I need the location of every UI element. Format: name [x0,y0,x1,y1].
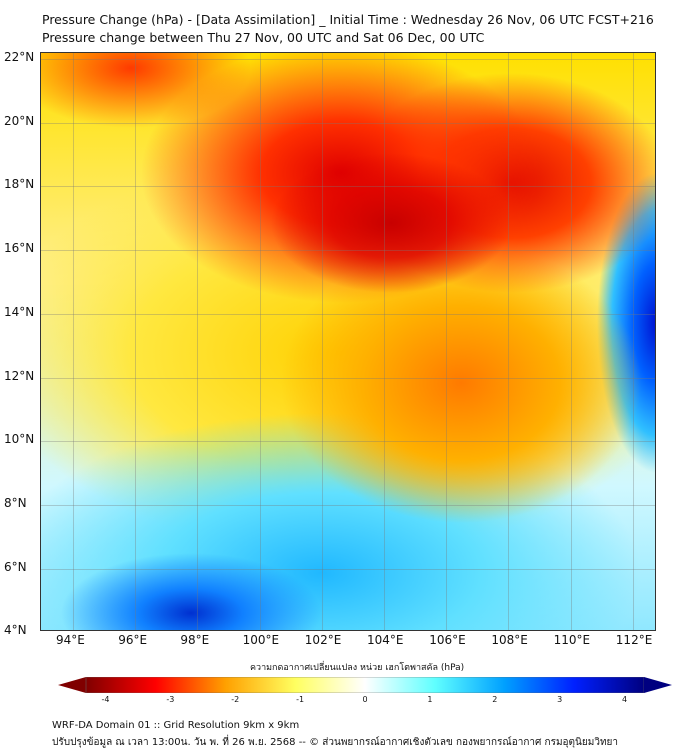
colorbar-body [85,677,645,693]
latitude-gridline [41,122,655,124]
colorbar-tick-label: 3 [557,695,563,704]
latitude-label: 20°N [4,113,35,128]
longitude-gridline [446,53,448,630]
colorbar-tick-label: 4 [621,695,628,704]
latitude-gridline [41,59,655,60]
longitude-label: 104°E [367,633,404,647]
latitude-label: 8°N [4,495,27,510]
latitude-label: 4°N [4,623,27,638]
colorbar-label: ความกดอากาศเปลี่ยนแปลง หน่วย เฮกโตพาสคัล… [250,663,465,673]
colorbar-tick-label: -1 [296,695,305,704]
latitude-gridline [41,186,655,188]
colorbar-high-extend [644,677,672,693]
longitude-label: 112°E [615,633,653,647]
longitude-gridline [259,53,261,630]
latitude-gridline [41,250,655,252]
latitude-gridline [41,504,655,506]
latitude-label: 10°N [4,432,35,447]
longitude-gridline [632,53,634,630]
latitude-gridline [41,568,655,570]
colorbar-tick-label: 2 [492,695,498,704]
longitude-gridline [197,53,199,630]
longitude-gridline [570,53,572,630]
colorbar-tick-label: 1 [427,695,433,704]
longitude-gridline [508,53,510,630]
longitude-label: 96°E [118,633,148,647]
map-subtitle: Pressure change between Thu 27 Nov, 00 U… [42,30,485,45]
latitude-label: 16°N [4,241,35,256]
longitude-label: 94°E [56,633,85,647]
latitude-gridline [41,441,655,443]
latitude-label: 14°N [4,304,35,319]
latitude-gridline [41,377,655,379]
latitude-label: 18°N [4,177,35,192]
longitude-label: 106°E [429,633,466,647]
longitude-label: 108°E [491,633,528,647]
colorbar [58,677,672,693]
footer-credits: ปรับปรุงข้อมูล ณ เวลา 13:00น. วัน พ. ที่… [52,737,619,748]
longitude-gridline [135,53,137,630]
latitude-label: 22°N [4,50,35,64]
colorbar-low-extend [58,677,86,693]
latitude-gridline [41,313,655,315]
longitude-label: 100°E [242,633,280,647]
colorbar-tick-label: -3 [166,695,175,704]
footer-model-info: WRF-DA Domain 01 :: Grid Resolution 9km … [52,720,300,731]
pressure-change-map [40,52,656,631]
latitude-label: 6°N [4,559,27,574]
colorbar-tick-label: 0 [362,695,368,704]
longitude-gridline [384,53,385,630]
longitude-label: 102°E [304,633,342,647]
map-title: Pressure Change (hPa) - [Data Assimilati… [42,12,654,27]
colorbar-tick-label: -2 [231,695,240,704]
longitude-gridline [73,53,74,630]
longitude-gridline [321,53,323,630]
colorbar-tick-label: -4 [101,695,110,704]
longitude-label: 110°E [553,633,591,647]
longitude-label: 98°E [180,633,210,647]
latitude-label: 12°N [4,368,35,383]
